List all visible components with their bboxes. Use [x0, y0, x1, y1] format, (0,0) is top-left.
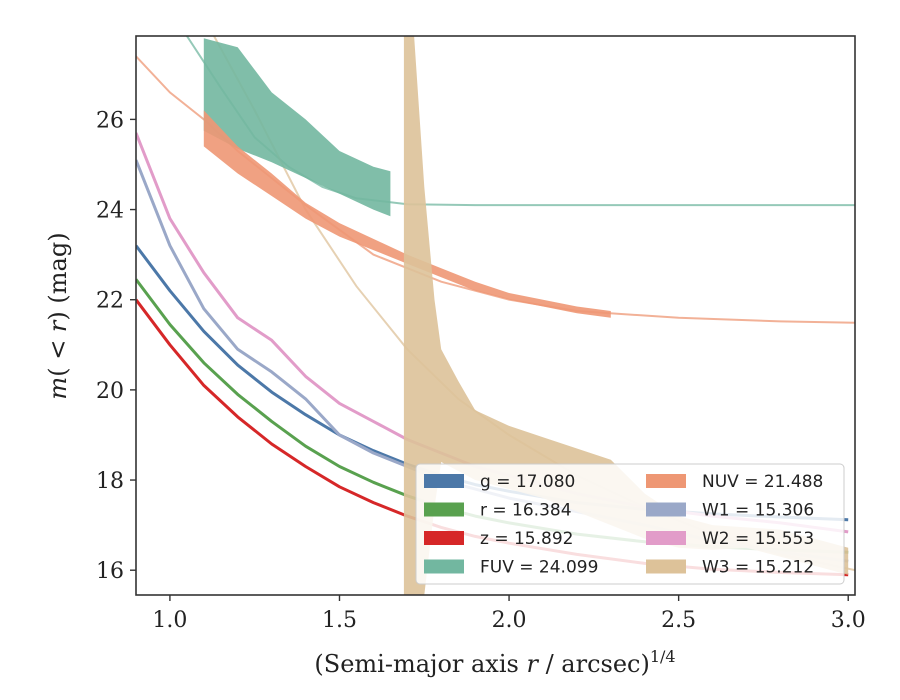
legend-swatch: [646, 531, 686, 545]
series-band-3: [203, 38, 391, 217]
y-tick-label: 18: [96, 469, 124, 494]
x-tick-label: 1.0: [152, 608, 187, 633]
legend-label: NUV = 21.488: [702, 472, 823, 492]
legend-swatch: [646, 559, 686, 574]
y-tick-label: 20: [96, 379, 124, 404]
x-tick-label: 3.0: [831, 608, 866, 633]
legend-label: W3 = 15.212: [702, 558, 814, 578]
plot-area: [136, 36, 855, 595]
legend-label: r = 16.384: [480, 501, 572, 521]
series-band-7: [403, 36, 849, 595]
x-axis-title: (Semi-major axis r / arcsec)1/4: [314, 647, 675, 678]
y-tick-label: 26: [96, 108, 124, 133]
y-tick-label: 16: [96, 559, 124, 584]
legend-swatch: [646, 474, 686, 488]
legend-label: g = 17.080: [480, 472, 575, 492]
legend-label: FUV = 24.099: [480, 558, 598, 578]
x-axis: 1.0 1.5 2.0 2.5 3.0: [152, 595, 866, 633]
legend-swatch: [424, 474, 464, 488]
x-tick-label: 2.0: [492, 608, 527, 633]
plot-frame: [135, 35, 856, 596]
legend-box: [415, 463, 845, 585]
legend-label: z = 15.892: [480, 529, 573, 549]
y-axis: 16 18 20 22 24 26: [96, 108, 136, 584]
y-tick-label: 22: [96, 289, 124, 314]
legend-label: W1 = 15.306: [702, 501, 814, 521]
legend: g = 17.080 r = 16.384 z = 15.892 FUV = 24.0…: [415, 463, 845, 585]
legend-swatch: [424, 531, 464, 545]
y-axis-title: m( < r) (mag): [44, 232, 72, 399]
legend-swatch: [424, 559, 464, 574]
y-tick-label: 24: [96, 199, 124, 224]
legend-swatch: [646, 502, 686, 517]
x-tick-label: 2.5: [661, 608, 696, 633]
legend-swatch: [424, 502, 464, 517]
legend-label: W2 = 15.553: [702, 529, 814, 549]
x-tick-label: 1.5: [322, 608, 357, 633]
